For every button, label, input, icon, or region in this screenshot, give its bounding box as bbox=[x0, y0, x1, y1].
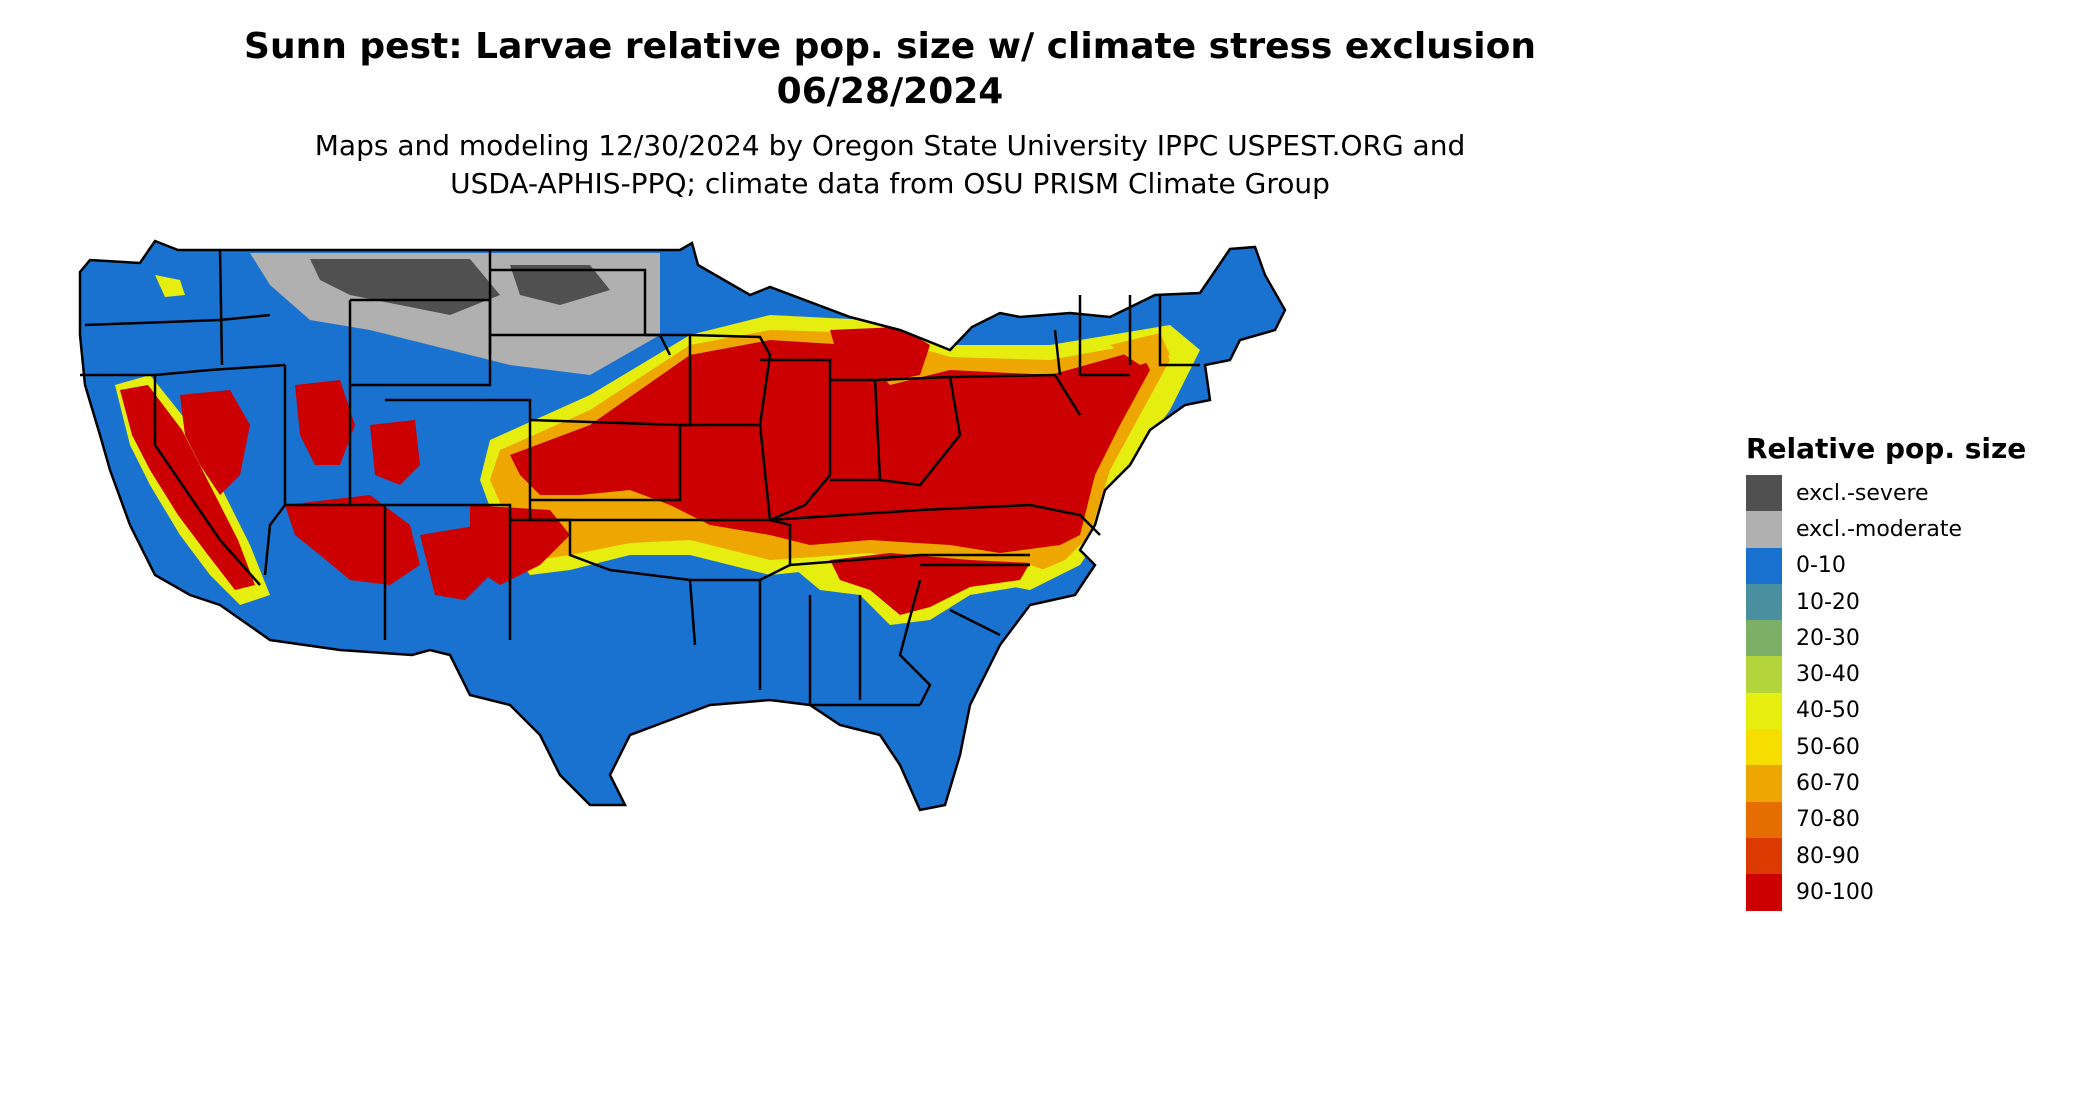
zone-washington-patch bbox=[155, 275, 185, 297]
legend-item: 0-10 bbox=[1746, 547, 2026, 584]
legend-swatch bbox=[1746, 656, 1782, 693]
legend-title: Relative pop. size bbox=[1746, 432, 2027, 465]
legend-item: 30-40 bbox=[1746, 656, 2026, 693]
legend-swatch bbox=[1746, 729, 1782, 766]
zone-excl-severe-2 bbox=[510, 265, 610, 305]
map-legend: Relative pop. size excl.-severe excl.-mod… bbox=[1746, 432, 2026, 911]
state-boundaries bbox=[78, 239, 1287, 812]
legend-item: 20-30 bbox=[1746, 620, 2026, 657]
legend-item: 80-90 bbox=[1746, 837, 2026, 875]
legend-swatch bbox=[1746, 583, 1782, 621]
legend-label: 60-70 bbox=[1796, 771, 1860, 797]
legend-item: 40-50 bbox=[1746, 692, 2026, 730]
zone-colorado-high bbox=[370, 420, 420, 485]
map-credit-line-2: USDA-APHIS-PPQ; climate data from OSU PR… bbox=[450, 167, 1330, 200]
zone-tennessee-high bbox=[830, 553, 1030, 615]
legend-label: 10-20 bbox=[1796, 589, 1860, 615]
legend-swatch bbox=[1746, 620, 1782, 657]
legend-label: 0-10 bbox=[1796, 553, 1846, 579]
zone-new-mexico-high bbox=[420, 525, 490, 600]
map-title: Sunn pest: Larvae relative pop. size w/ … bbox=[244, 26, 1536, 67]
zone-utah-high bbox=[295, 380, 355, 465]
legend-item: excl.-moderate bbox=[1746, 511, 2026, 548]
map-credit-line-1: Maps and modeling 12/30/2024 by Oregon S… bbox=[314, 129, 1466, 162]
legend-swatch bbox=[1746, 837, 1782, 875]
legend-label: 20-30 bbox=[1796, 625, 1860, 651]
us-risk-map bbox=[78, 239, 1287, 812]
legend-label: 30-40 bbox=[1796, 662, 1860, 688]
legend-item: 10-20 bbox=[1746, 583, 2026, 621]
legend-swatch bbox=[1746, 475, 1782, 512]
legend-label: 50-60 bbox=[1796, 734, 1860, 760]
zone-nevada-high bbox=[180, 390, 250, 495]
legend-label: 90-100 bbox=[1796, 879, 1874, 905]
legend-item: 90-100 bbox=[1746, 874, 2026, 911]
legend-swatch bbox=[1746, 765, 1782, 802]
legend-item: 50-60 bbox=[1746, 729, 2026, 766]
legend-label: 70-80 bbox=[1796, 807, 1860, 833]
legend-label: excl.-severe bbox=[1796, 480, 1929, 506]
legend-swatch bbox=[1746, 511, 1782, 548]
legend-swatch bbox=[1746, 547, 1782, 584]
legend-label: 80-90 bbox=[1796, 843, 1860, 869]
legend-swatch bbox=[1746, 801, 1782, 838]
zone-michigan-high bbox=[830, 327, 930, 385]
zone-southern-plains-high bbox=[470, 505, 570, 585]
legend-label: 40-50 bbox=[1796, 698, 1860, 724]
map-date: 06/28/2024 bbox=[776, 71, 1004, 112]
legend-swatch bbox=[1746, 874, 1782, 911]
legend-label: excl.-moderate bbox=[1796, 516, 1962, 542]
legend-item: 60-70 bbox=[1746, 765, 2026, 802]
legend-swatch bbox=[1746, 692, 1782, 730]
legend-item: excl.-severe bbox=[1746, 475, 2026, 512]
zone-new-england-mid bbox=[1110, 333, 1170, 365]
legend-item: 70-80 bbox=[1746, 801, 2026, 838]
